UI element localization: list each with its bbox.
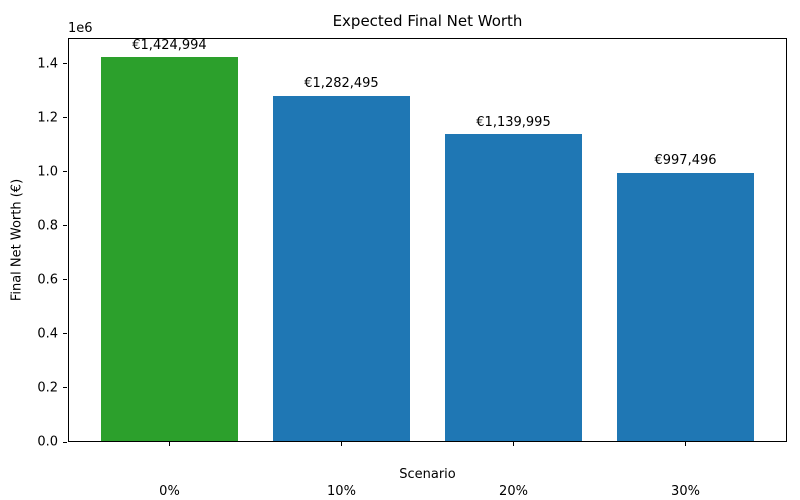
bar: [616, 172, 755, 442]
y-tick-label: 0.4: [37, 326, 58, 342]
y-tick-mark: [63, 441, 67, 443]
y-tick-label: 0.0: [37, 434, 58, 450]
plot-area: €1,424,994 0% €1,282,495 10% €1,139,995 20% €9…: [37, 37, 787, 499]
y-tick-mark: [63, 63, 67, 65]
y-tick-mark: [63, 333, 67, 335]
bar: [100, 57, 239, 442]
bar-value-label: €1,424,994: [132, 37, 207, 53]
bar-value-label: €1,282,495: [304, 76, 379, 92]
bar-value-label: €997,496: [654, 153, 717, 169]
bar: [444, 134, 583, 442]
y-tick-label: 0.8: [37, 218, 58, 234]
x-axis-label: Scenario: [399, 467, 456, 482]
y-tick-mark: [63, 387, 67, 389]
chart-title: Expected Final Net Worth: [332, 12, 523, 30]
y-tick-label: 0.6: [37, 272, 58, 288]
y-tick-label: 0.2: [37, 380, 58, 396]
y-tick-mark: [63, 225, 67, 227]
y-tick-mark: [63, 171, 67, 173]
bar-value-label: €1,139,995: [476, 114, 551, 130]
x-tick-mark: [340, 442, 342, 446]
x-tick-label: 0%: [159, 484, 180, 499]
x-tick-label: 20%: [499, 484, 528, 499]
y-tick-label: 1.2: [37, 110, 58, 126]
y-tick-mark: [63, 279, 67, 281]
x-tick-mark: [513, 442, 514, 446]
x-tick-mark: [685, 442, 686, 446]
x-tick-label: 30%: [671, 484, 700, 499]
x-tick-mark: [168, 442, 170, 446]
y-tick-label: 1.4: [37, 56, 58, 72]
y-tick-mark: [63, 117, 67, 119]
y-axis-offset-label: 1e6: [68, 21, 93, 36]
y-tick-label: 1.0: [37, 164, 58, 180]
bar: [272, 95, 411, 442]
x-tick-label: 10%: [327, 484, 356, 499]
